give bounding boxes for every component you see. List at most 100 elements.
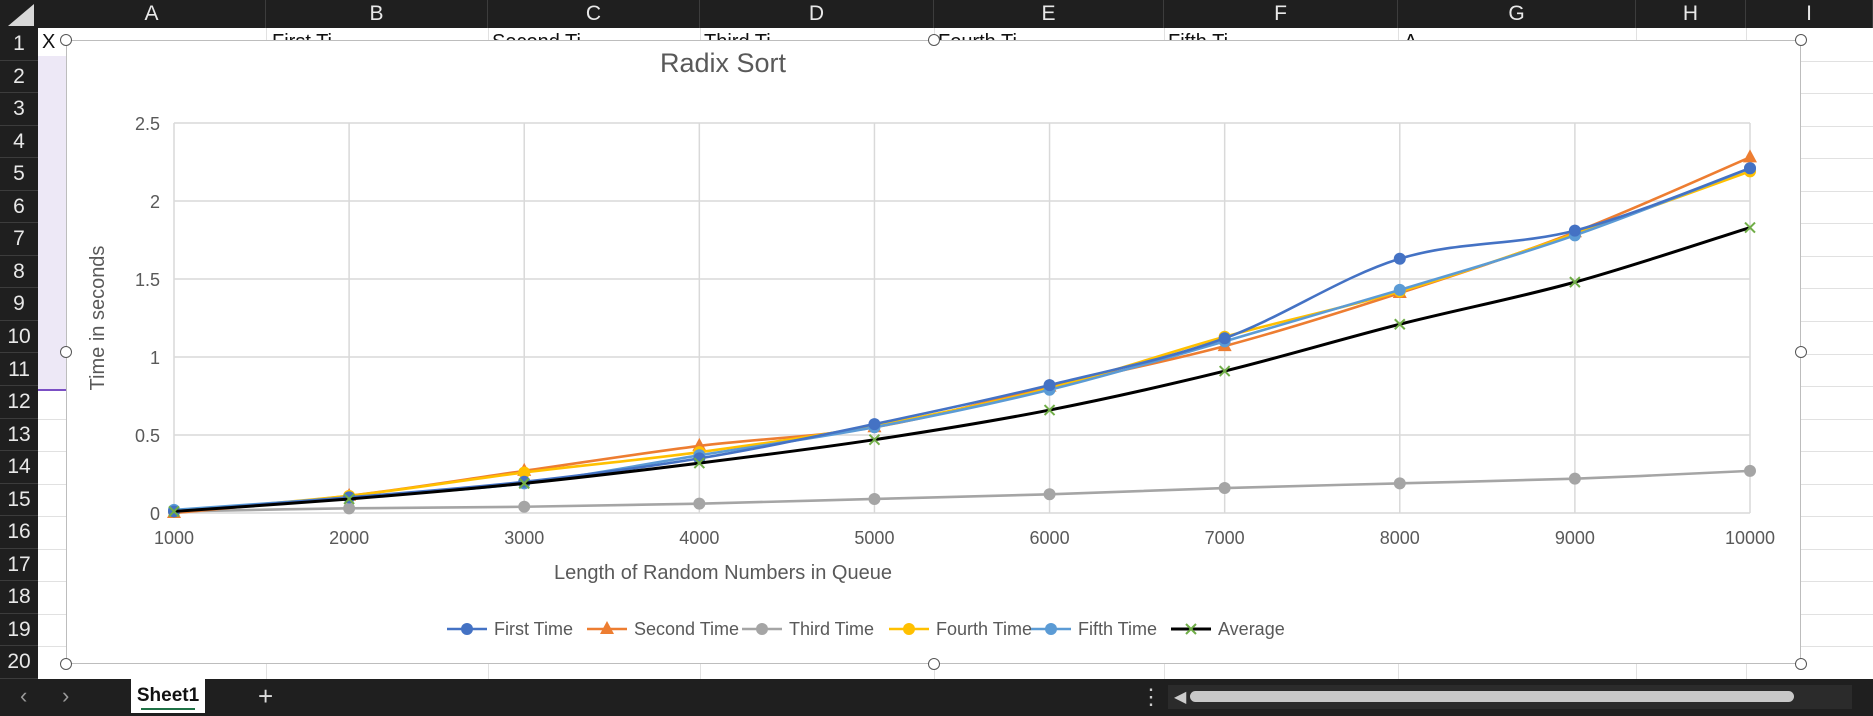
active-tab-underline bbox=[141, 708, 195, 710]
column-header-bar bbox=[0, 0, 1873, 28]
row-header-bar bbox=[0, 28, 38, 679]
chart-title: Radix Sort bbox=[660, 48, 787, 78]
row-header-10[interactable]: 10 bbox=[0, 321, 38, 354]
x-tick-label: 9000 bbox=[1555, 528, 1595, 548]
plus-icon[interactable]: + bbox=[258, 681, 274, 711]
sheet-tab-sheet1[interactable]: Sheet1 bbox=[131, 679, 205, 713]
row-header-3[interactable]: 3 bbox=[0, 93, 38, 126]
row-header-6[interactable]: 6 bbox=[0, 191, 38, 224]
scrollbar-thumb[interactable] bbox=[1190, 691, 1794, 702]
row-header-12[interactable]: 12 bbox=[0, 386, 38, 419]
data-point-average-stroke bbox=[1043, 404, 1056, 416]
legend-label-fifth: Fifth Time bbox=[1078, 619, 1157, 639]
legend-marker-second bbox=[600, 621, 614, 634]
data-point-average-stroke bbox=[1218, 365, 1231, 377]
chevron-left-icon[interactable]: ‹ bbox=[20, 683, 28, 708]
data-point-third bbox=[1393, 477, 1406, 490]
chart-resize-handle[interactable] bbox=[60, 34, 72, 46]
data-point-first bbox=[1393, 252, 1406, 265]
column-header-i[interactable]: I bbox=[1746, 0, 1873, 28]
data-point-fourth bbox=[518, 466, 531, 479]
row-header-17[interactable]: 17 bbox=[0, 549, 38, 582]
column-header-h[interactable]: H bbox=[1636, 0, 1746, 28]
data-point-third bbox=[693, 497, 706, 510]
row-header-8[interactable]: 8 bbox=[0, 256, 38, 289]
legend-marker-average-stroke bbox=[1185, 623, 1197, 635]
series-line-average bbox=[173, 226, 1751, 513]
chart-resize-handle[interactable] bbox=[927, 34, 940, 46]
column-header-f[interactable]: F bbox=[1164, 0, 1398, 28]
x-tick-label: 10000 bbox=[1725, 528, 1775, 548]
column-header-c[interactable]: C bbox=[488, 0, 700, 28]
row-header-11[interactable]: 11 bbox=[0, 354, 38, 387]
chart-resize-handle[interactable] bbox=[1795, 658, 1807, 670]
y-tick-label: 2 bbox=[150, 192, 160, 212]
data-point-average-stroke bbox=[868, 433, 881, 446]
legend-marker-fourth bbox=[903, 623, 915, 635]
chart-resize-handle[interactable] bbox=[1795, 34, 1807, 46]
row-header-16[interactable]: 16 bbox=[0, 516, 38, 549]
row-header-4[interactable]: 4 bbox=[0, 126, 38, 159]
row-header-9[interactable]: 9 bbox=[0, 288, 38, 321]
x-tick-label: 7000 bbox=[1205, 528, 1245, 548]
scroll-left-icon[interactable]: ◀ bbox=[1174, 689, 1187, 706]
series-line-fifth bbox=[173, 167, 1751, 512]
column-header-a[interactable]: A bbox=[38, 0, 266, 28]
data-point-first bbox=[1218, 332, 1231, 345]
column-header-g[interactable]: G bbox=[1398, 0, 1636, 28]
y-axis-title: Time in seconds bbox=[87, 246, 109, 391]
chart-object[interactable]: Radix Sort 0 0.5 1 1.5 2 2.5 1000 2000 3000 4000 50… bbox=[66, 40, 1801, 664]
sheet-tab-label: Sheet1 bbox=[136, 685, 200, 706]
data-point-third bbox=[1218, 482, 1231, 495]
series-line-first bbox=[173, 167, 1751, 513]
data-point-third bbox=[1568, 472, 1581, 485]
row-header-14[interactable]: 14 bbox=[0, 451, 38, 484]
data-point-third bbox=[343, 502, 356, 515]
legend-marker-fifth bbox=[1045, 623, 1057, 635]
x-tick-label: 3000 bbox=[504, 528, 544, 548]
data-point-average-stroke bbox=[1569, 276, 1581, 288]
y-tick-label: 1.5 bbox=[135, 270, 160, 290]
row-header-20[interactable]: 20 bbox=[0, 646, 38, 679]
data-point-average-stroke bbox=[1394, 318, 1406, 330]
data-point-average-stroke bbox=[168, 505, 180, 518]
legend-label-fourth: Fourth Time bbox=[936, 619, 1032, 639]
column-header-e[interactable]: E bbox=[934, 0, 1164, 28]
cell-a1[interactable]: X bbox=[42, 31, 56, 53]
legend-label-third: Third Time bbox=[789, 619, 874, 639]
row-header-18[interactable]: 18 bbox=[0, 581, 38, 614]
x-tick-label: 1000 bbox=[154, 528, 194, 548]
chart-resize-handle[interactable] bbox=[927, 658, 940, 670]
data-point-average-stroke bbox=[343, 493, 355, 505]
data-point-average-stroke bbox=[518, 477, 530, 490]
chart-resize-handle[interactable] bbox=[60, 658, 72, 670]
data-point-first bbox=[868, 418, 881, 431]
row-header-2[interactable]: 2 bbox=[0, 61, 38, 94]
y-tick-label: 0.5 bbox=[135, 426, 160, 446]
row-header-15[interactable]: 15 bbox=[0, 484, 38, 517]
series-line-second bbox=[173, 156, 1751, 515]
data-point-first bbox=[1568, 224, 1581, 237]
column-header-b[interactable]: B bbox=[266, 0, 488, 28]
legend-marker-third bbox=[756, 623, 768, 635]
y-tick-label: 0 bbox=[150, 504, 160, 524]
row-header-7[interactable]: 7 bbox=[0, 223, 38, 256]
chevron-right-icon[interactable]: › bbox=[62, 683, 70, 708]
y-tick-label: 2.5 bbox=[135, 114, 160, 134]
row-header-13[interactable]: 13 bbox=[0, 419, 38, 452]
column-header-d[interactable]: D bbox=[700, 0, 934, 28]
series-line-fourth bbox=[173, 170, 1751, 513]
x-tick-label: 2000 bbox=[329, 528, 369, 548]
row-header-19[interactable]: 19 bbox=[0, 614, 38, 647]
x-tick-label: 8000 bbox=[1380, 528, 1420, 548]
row-header-5[interactable]: 5 bbox=[0, 158, 38, 191]
chart-resize-handle[interactable] bbox=[1795, 346, 1807, 358]
legend-label-average: Average bbox=[1218, 619, 1285, 639]
radix-sort-line-chart: Radix Sort 0 0.5 1 1.5 2 2.5 1000 2000 3000 4000 50… bbox=[87, 48, 1775, 639]
select-all-corner[interactable] bbox=[0, 0, 38, 28]
chart-resize-handle[interactable] bbox=[60, 346, 72, 358]
vertical-ellipsis-icon[interactable]: ⋮ bbox=[1140, 684, 1162, 709]
row-header-1[interactable]: 1 bbox=[0, 28, 38, 61]
horizontal-scrollbar[interactable]: ◀ bbox=[1168, 685, 1852, 709]
legend-label-second: Second Time bbox=[634, 619, 739, 639]
